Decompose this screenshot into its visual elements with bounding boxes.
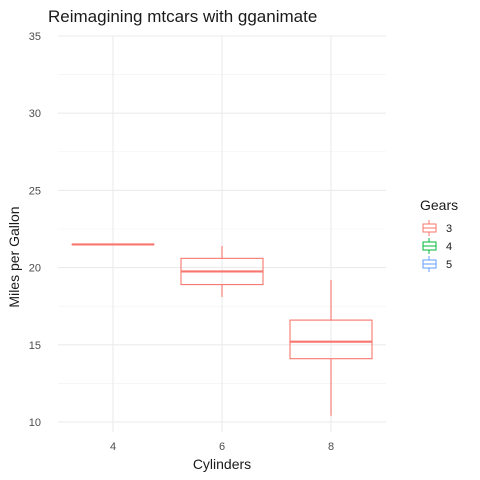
legend-entry-5: 5 <box>422 256 452 272</box>
x-axis-title: Cylinders <box>193 456 251 472</box>
legend-label: 4 <box>446 241 452 253</box>
boxes-layer <box>71 243 373 416</box>
legend-entry-3: 3 <box>422 220 452 236</box>
y-tick-label: 20 <box>29 263 41 275</box>
legend-title: Gears <box>420 197 458 213</box>
chart-title: Reimagining mtcars with gganimate <box>48 7 317 26</box>
box-iqr <box>289 319 373 360</box>
x-tick-label: 6 <box>219 441 225 453</box>
y-tick-label: 15 <box>29 340 41 352</box>
legend-label: 5 <box>446 259 452 271</box>
legend-label: 3 <box>446 223 452 235</box>
y-tick-label: 25 <box>29 185 41 197</box>
legend-entry-4: 4 <box>422 238 452 254</box>
x-tick-label: 8 <box>328 441 334 453</box>
box-8 <box>289 279 373 416</box>
y-axis-title: Miles per Gallon <box>6 206 22 307</box>
y-tick-label: 10 <box>29 417 41 429</box>
y-tick-label: 35 <box>29 31 41 43</box>
y-tick-label: 30 <box>29 108 41 120</box>
box-6 <box>180 245 264 297</box>
x-tick-label: 4 <box>110 441 116 453</box>
legend: Gears 3 4 5 <box>420 197 458 272</box>
tick-labels: 10 15 20 25 30 35 4 6 8 <box>29 31 334 453</box>
